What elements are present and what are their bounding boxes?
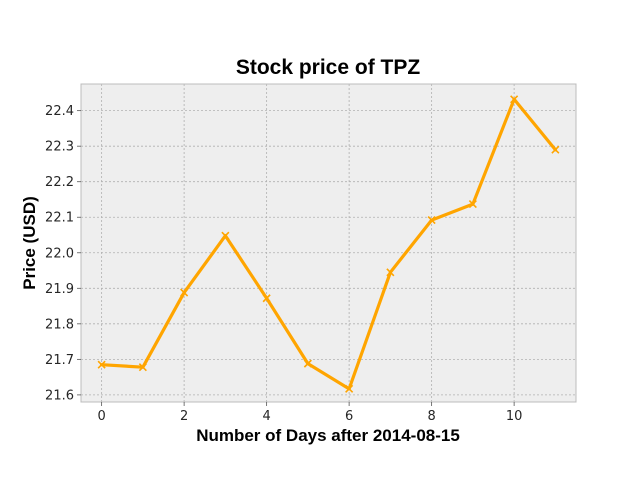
y-tick-label: 22.3	[45, 140, 74, 155]
y-tick-label: 22.2	[45, 175, 74, 190]
x-tick-label: 8	[427, 409, 435, 424]
y-tick-label: 21.9	[45, 282, 74, 297]
data-point-marker	[303, 359, 312, 368]
x-tick-label: 6	[345, 409, 353, 424]
x-tick-label: 0	[97, 409, 105, 424]
x-tick-label: 10	[506, 409, 523, 424]
x-tick-label: 4	[262, 409, 270, 424]
axis-ticks: 0 2 4 6 8 10 21.6 21.7 21.8 21.9 22.0 22.1 22.2 22.3 2…	[45, 104, 522, 424]
data-point-marker	[97, 360, 106, 369]
y-tick-label: 21.6	[45, 388, 74, 403]
chart-title: Stock price of TPZ	[236, 56, 421, 79]
data-point-marker	[262, 294, 271, 303]
data-point-marker	[180, 288, 189, 297]
plot-area	[81, 84, 576, 402]
y-tick-label: 22.4	[45, 104, 74, 119]
x-axis-label: Number of Days after 2014-08-15	[196, 426, 460, 445]
y-tick-label: 21.8	[45, 317, 74, 332]
series-layer	[97, 95, 560, 393]
data-point-marker	[468, 200, 477, 209]
y-tick-label: 22.1	[45, 211, 74, 226]
y-axis-label: Price (USD)	[20, 196, 39, 290]
plot-frame	[80, 83, 577, 403]
data-point-marker	[551, 145, 560, 154]
y-tick-label: 21.7	[45, 353, 74, 368]
grid-lines	[81, 84, 576, 402]
data-point-marker	[386, 268, 395, 277]
x-tick-label: 2	[180, 409, 188, 424]
data-point-marker	[345, 384, 354, 393]
series-line	[100, 97, 557, 391]
data-point-marker	[138, 363, 147, 372]
y-tick-label: 22.0	[45, 246, 74, 261]
data-point-marker	[221, 231, 230, 240]
data-point-marker	[510, 95, 519, 104]
data-point-marker	[427, 216, 436, 225]
